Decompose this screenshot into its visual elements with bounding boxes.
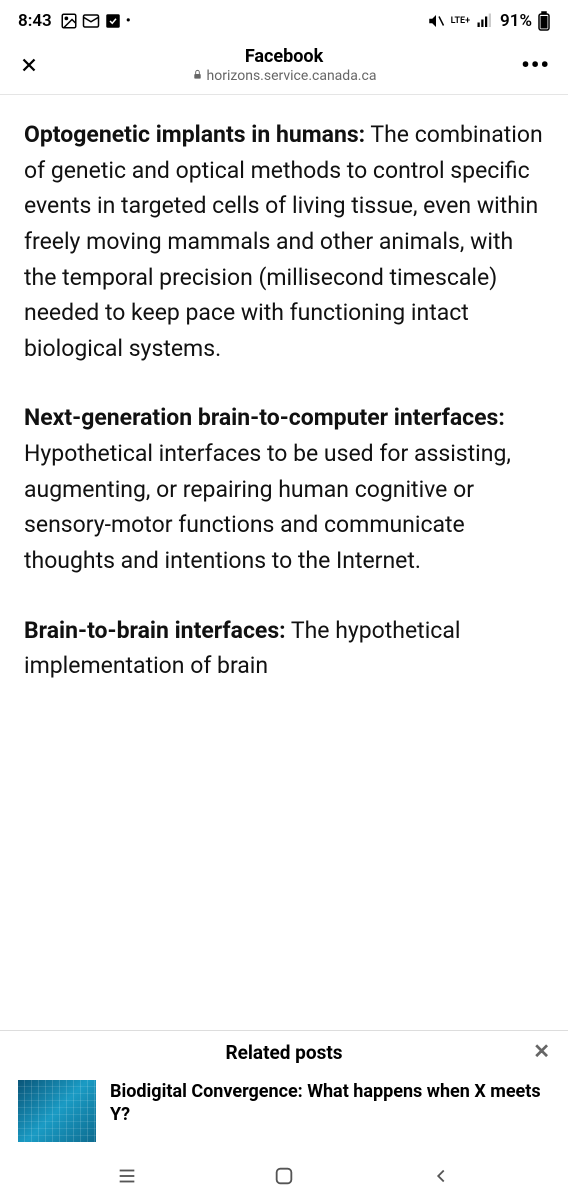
more-button[interactable]: ••• <box>518 51 550 79</box>
article-section: Brain-to-brain interfaces: The hypotheti… <box>24 613 544 684</box>
related-label: Related posts <box>225 1041 342 1064</box>
status-left: 8:43 • <box>18 11 131 31</box>
close-button[interactable] <box>18 54 50 76</box>
status-bar: 8:43 • LTE+ 91% <box>0 0 568 38</box>
section-title: Next-generation brain-to-computer interf… <box>24 404 505 431</box>
status-time: 8:43 <box>18 11 52 31</box>
related-item[interactable]: Biodigital Convergence: What happens whe… <box>0 1074 568 1152</box>
status-dot: • <box>126 13 131 29</box>
checkmark-icon <box>104 12 122 30</box>
mail-icon <box>82 12 100 30</box>
status-notification-icons: • <box>60 12 131 30</box>
recents-button[interactable] <box>97 1156 157 1196</box>
related-header: Related posts ✕ <box>0 1031 568 1074</box>
battery-icon <box>538 11 550 31</box>
network-type: LTE+ <box>451 17 470 25</box>
section-body: The combination of genetic and optical m… <box>24 121 543 362</box>
status-right: LTE+ 91% <box>427 11 550 31</box>
mute-icon <box>427 12 445 30</box>
related-posts-bar: Related posts ✕ Biodigital Convergence: … <box>0 1030 568 1152</box>
article-section: Optogenetic implants in humans: The comb… <box>24 117 544 366</box>
battery-percent: 91% <box>500 11 532 31</box>
section-title: Optogenetic implants in humans: <box>24 121 365 148</box>
image-icon <box>60 12 78 30</box>
page-url[interactable]: horizons.service.canada.ca <box>192 68 377 84</box>
related-item-title: Biodigital Convergence: What happens whe… <box>110 1080 550 1127</box>
browser-header: Facebook horizons.service.canada.ca ••• <box>0 38 568 95</box>
home-button[interactable] <box>254 1156 314 1196</box>
android-nav-bar <box>0 1152 568 1200</box>
url-text: horizons.service.canada.ca <box>207 68 377 84</box>
signal-icon <box>476 12 494 30</box>
back-button[interactable] <box>411 1156 471 1196</box>
related-thumbnail <box>18 1080 96 1142</box>
article-section: Next-generation brain-to-computer interf… <box>24 400 544 578</box>
page-title: Facebook <box>245 46 323 67</box>
related-close-button[interactable]: ✕ <box>533 1039 550 1063</box>
article-content: Optogenetic implants in humans: The comb… <box>0 95 568 718</box>
lock-icon <box>192 68 203 84</box>
section-title: Brain-to-brain interfaces: <box>24 617 286 644</box>
section-body: Hypothetical interfaces to be used for a… <box>24 440 511 574</box>
header-center: Facebook horizons.service.canada.ca <box>50 46 518 84</box>
